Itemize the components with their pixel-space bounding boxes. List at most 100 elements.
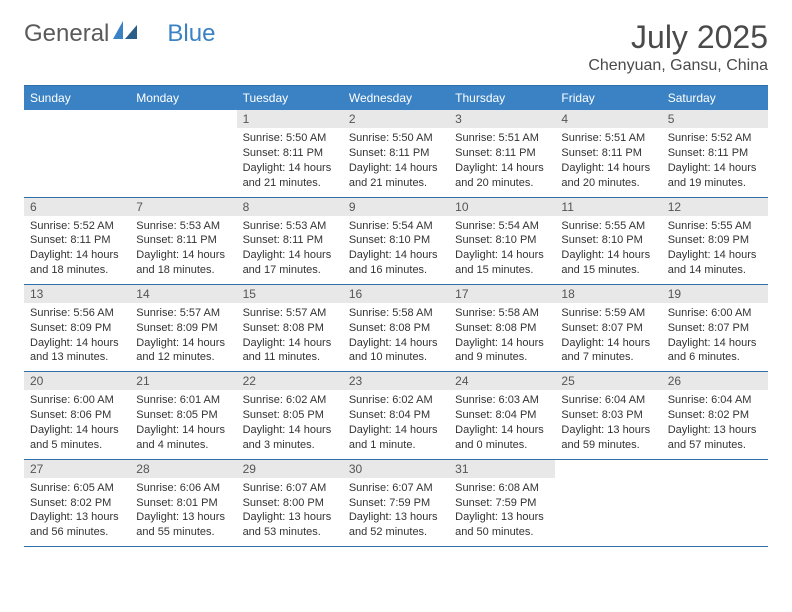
dow-sunday: Sunday xyxy=(24,86,130,110)
day-number: 6 xyxy=(24,198,130,216)
calendar-day: 4Sunrise: 5:51 AMSunset: 8:11 PMDaylight… xyxy=(555,110,661,196)
day-details: Sunrise: 5:51 AMSunset: 8:11 PMDaylight:… xyxy=(561,131,655,190)
day-number: 25 xyxy=(555,372,661,390)
day-number: 1 xyxy=(237,110,343,128)
calendar-day: 27 Sunrise: 6:05 AMSunset: 8:02 PMDayligh… xyxy=(24,460,130,546)
calendar-day: 13 Sunrise: 5:56 AMSunset: 8:09 PMDayligh… xyxy=(24,285,130,371)
dow-saturday: Saturday xyxy=(662,86,768,110)
dow-friday: Friday xyxy=(555,86,661,110)
day-number: 20 xyxy=(24,372,130,390)
calendar-week: 20 Sunrise: 6:00 AMSunset: 8:06 PMDayligh… xyxy=(24,372,768,459)
day-details: Sunrise: 5:56 AMSunset: 8:09 PMDaylight:… xyxy=(30,306,124,365)
day-number xyxy=(555,460,661,478)
day-number: 15 xyxy=(237,285,343,303)
dow-thursday: Thursday xyxy=(449,86,555,110)
calendar-day: 18Sunrise: 5:59 AMSunset: 8:07 PMDayligh… xyxy=(555,285,661,371)
calendar-day: 3 Sunrise: 5:51 AMSunset: 8:11 PMDaylight… xyxy=(449,110,555,196)
logo-text-blue: Blue xyxy=(167,20,215,48)
day-details: Sunrise: 6:00 AMSunset: 8:06 PMDaylight:… xyxy=(30,393,124,452)
day-details: Sunrise: 5:58 AMSunset: 8:08 PMDaylight:… xyxy=(349,306,443,365)
day-details: Sunrise: 6:03 AMSunset: 8:04 PMDaylight:… xyxy=(455,393,549,452)
calendar-week: 13 Sunrise: 5:56 AMSunset: 8:09 PMDayligh… xyxy=(24,285,768,372)
calendar-day: 5 Sunrise: 5:52 AMSunset: 8:11 PMDaylight… xyxy=(662,110,768,196)
calendar-week: 27 Sunrise: 6:05 AMSunset: 8:02 PMDayligh… xyxy=(24,460,768,547)
logo: General Blue xyxy=(24,20,215,48)
day-number: 29 xyxy=(237,460,343,478)
day-number: 23 xyxy=(343,372,449,390)
day-number: 13 xyxy=(24,285,130,303)
calendar-day: 31Sunrise: 6:08 AMSunset: 7:59 PMDayligh… xyxy=(449,460,555,546)
calendar-day: 2Sunrise: 5:50 AMSunset: 8:11 PMDaylight… xyxy=(343,110,449,196)
day-details: Sunrise: 6:02 AMSunset: 8:05 PMDaylight:… xyxy=(243,393,337,452)
calendar-day: 10 Sunrise: 5:54 AMSunset: 8:10 PMDayligh… xyxy=(449,198,555,284)
calendar-day: 12 Sunrise: 5:55 AMSunset: 8:09 PMDayligh… xyxy=(662,198,768,284)
day-number: 27 xyxy=(24,460,130,478)
day-number: 22 xyxy=(237,372,343,390)
day-details: Sunrise: 6:00 AMSunset: 8:07 PMDaylight:… xyxy=(668,306,762,365)
calendar-day: 24 Sunrise: 6:03 AMSunset: 8:04 PMDayligh… xyxy=(449,372,555,458)
calendar-day: 25 Sunrise: 6:04 AMSunset: 8:03 PMDayligh… xyxy=(555,372,661,458)
day-details: Sunrise: 5:54 AMSunset: 8:10 PMDaylight:… xyxy=(455,219,549,278)
day-number: 8 xyxy=(237,198,343,216)
header: General Blue July 2025 Chenyuan, Gansu, … xyxy=(24,20,768,75)
day-number: 9 xyxy=(343,198,449,216)
day-number: 12 xyxy=(662,198,768,216)
day-number: 21 xyxy=(130,372,236,390)
day-details: Sunrise: 5:54 AMSunset: 8:10 PMDaylight:… xyxy=(349,219,443,278)
day-number: 28 xyxy=(130,460,236,478)
day-number: 18 xyxy=(555,285,661,303)
logo-sail-icon xyxy=(113,20,139,48)
calendar-day: 9 Sunrise: 5:54 AMSunset: 8:10 PMDaylight… xyxy=(343,198,449,284)
dow-wednesday: Wednesday xyxy=(343,86,449,110)
day-details: Sunrise: 6:02 AMSunset: 8:04 PMDaylight:… xyxy=(349,393,443,452)
calendar-day xyxy=(130,110,236,196)
calendar-day: 6 Sunrise: 5:52 AMSunset: 8:11 PMDaylight… xyxy=(24,198,130,284)
day-details: Sunrise: 5:52 AMSunset: 8:11 PMDaylight:… xyxy=(30,219,124,278)
day-number: 2 xyxy=(343,110,449,128)
day-details: Sunrise: 5:57 AMSunset: 8:08 PMDaylight:… xyxy=(243,306,337,365)
day-number: 5 xyxy=(662,110,768,128)
day-details: Sunrise: 5:53 AMSunset: 8:11 PMDaylight:… xyxy=(136,219,230,278)
day-details: Sunrise: 6:06 AMSunset: 8:01 PMDaylight:… xyxy=(136,481,230,540)
day-number: 3 xyxy=(449,110,555,128)
day-details: Sunrise: 6:07 AMSunset: 8:00 PMDaylight:… xyxy=(243,481,337,540)
calendar-day xyxy=(662,460,768,546)
title-block: July 2025 Chenyuan, Gansu, China xyxy=(588,20,768,75)
calendar-day: 7 Sunrise: 5:53 AMSunset: 8:11 PMDaylight… xyxy=(130,198,236,284)
day-details: Sunrise: 6:05 AMSunset: 8:02 PMDaylight:… xyxy=(30,481,124,540)
day-number: 31 xyxy=(449,460,555,478)
calendar-week: 1 Sunrise: 5:50 AMSunset: 8:11 PMDaylight… xyxy=(24,110,768,197)
dow-tuesday: Tuesday xyxy=(237,86,343,110)
calendar-day: 19 Sunrise: 6:00 AMSunset: 8:07 PMDayligh… xyxy=(662,285,768,371)
day-details: Sunrise: 5:53 AMSunset: 8:11 PMDaylight:… xyxy=(243,219,337,278)
day-details: Sunrise: 5:58 AMSunset: 8:08 PMDaylight:… xyxy=(455,306,549,365)
day-number: 14 xyxy=(130,285,236,303)
day-details: Sunrise: 6:07 AMSunset: 7:59 PMDaylight:… xyxy=(349,481,443,540)
dow-monday: Monday xyxy=(130,86,236,110)
day-number: 7 xyxy=(130,198,236,216)
day-details: Sunrise: 5:50 AMSunset: 8:11 PMDaylight:… xyxy=(243,131,337,190)
day-number: 10 xyxy=(449,198,555,216)
day-number: 30 xyxy=(343,460,449,478)
day-details: Sunrise: 6:04 AMSunset: 8:03 PMDaylight:… xyxy=(561,393,655,452)
day-details: Sunrise: 5:51 AMSunset: 8:11 PMDaylight:… xyxy=(455,131,549,190)
calendar-day: 28 Sunrise: 6:06 AMSunset: 8:01 PMDayligh… xyxy=(130,460,236,546)
day-number: 24 xyxy=(449,372,555,390)
calendar-day: 17 Sunrise: 5:58 AMSunset: 8:08 PMDayligh… xyxy=(449,285,555,371)
day-number: 26 xyxy=(662,372,768,390)
calendar-day: 26Sunrise: 6:04 AMSunset: 8:02 PMDayligh… xyxy=(662,372,768,458)
day-details: Sunrise: 5:52 AMSunset: 8:11 PMDaylight:… xyxy=(668,131,762,190)
day-details: Sunrise: 5:55 AMSunset: 8:10 PMDaylight:… xyxy=(561,219,655,278)
dow-header-row: Sunday Monday Tuesday Wednesday Thursday… xyxy=(24,86,768,110)
day-number: 19 xyxy=(662,285,768,303)
day-number: 17 xyxy=(449,285,555,303)
day-details: Sunrise: 6:01 AMSunset: 8:05 PMDaylight:… xyxy=(136,393,230,452)
calendar-day: 29 Sunrise: 6:07 AMSunset: 8:00 PMDayligh… xyxy=(237,460,343,546)
calendar-day: 20 Sunrise: 6:00 AMSunset: 8:06 PMDayligh… xyxy=(24,372,130,458)
day-details: Sunrise: 5:55 AMSunset: 8:09 PMDaylight:… xyxy=(668,219,762,278)
day-number xyxy=(130,110,236,128)
calendar-day: 1 Sunrise: 5:50 AMSunset: 8:11 PMDaylight… xyxy=(237,110,343,196)
calendar-day: 11Sunrise: 5:55 AMSunset: 8:10 PMDayligh… xyxy=(555,198,661,284)
day-details: Sunrise: 5:57 AMSunset: 8:09 PMDaylight:… xyxy=(136,306,230,365)
calendar-day: 15 Sunrise: 5:57 AMSunset: 8:08 PMDayligh… xyxy=(237,285,343,371)
